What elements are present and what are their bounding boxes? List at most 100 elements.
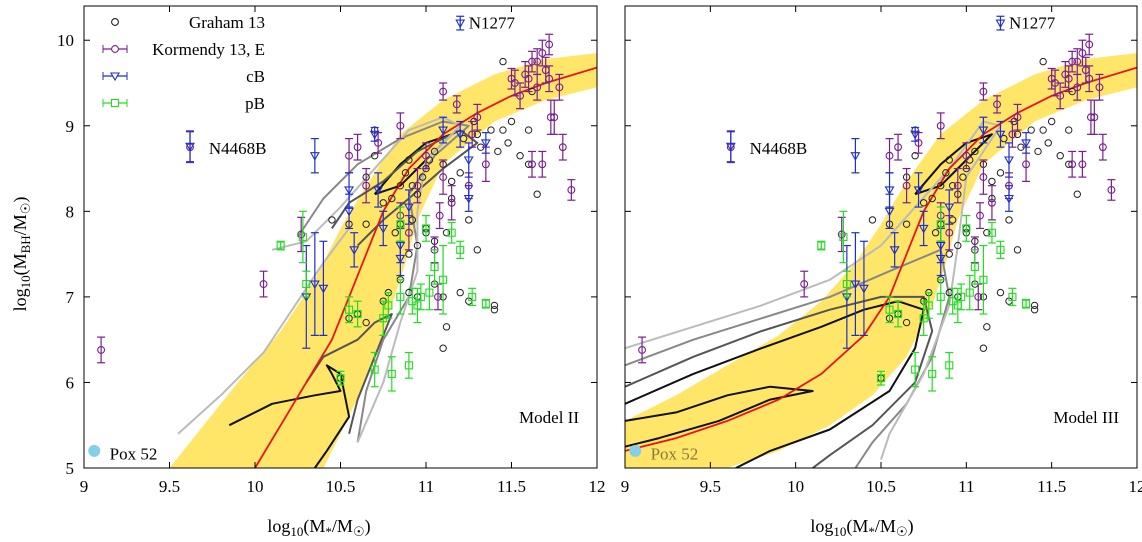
graham-point	[418, 173, 427, 181]
pb-point	[924, 301, 933, 310]
graham-point	[1065, 126, 1073, 134]
graham-point	[371, 152, 379, 160]
annotation-pox-52: Pox 52	[110, 445, 158, 464]
pb-point	[416, 292, 425, 301]
kormendy-point	[1095, 83, 1104, 92]
pb-point	[456, 245, 465, 254]
kormendy-point	[979, 173, 988, 182]
pb-point	[885, 305, 894, 314]
pb-point	[298, 232, 307, 242]
kormendy-point	[1085, 40, 1094, 49]
kormendy-point	[962, 151, 971, 160]
legend-label-0: Graham 13	[189, 13, 265, 32]
cb-point	[480, 139, 491, 148]
graham-point	[447, 177, 456, 186]
cb-point	[309, 152, 320, 161]
pb-point	[817, 241, 826, 250]
density-contour-6	[177, 227, 350, 435]
kormendy-point	[362, 181, 371, 190]
pb-point	[979, 275, 988, 284]
kormendy-point	[1056, 91, 1065, 100]
pb-point	[965, 288, 974, 297]
x-tick-label: 9	[621, 477, 630, 496]
kormendy-point	[1068, 57, 1077, 66]
kormendy-point	[481, 160, 490, 169]
y-tick-label: 9	[66, 117, 75, 136]
kormendy-point	[837, 230, 846, 239]
cb-point	[884, 186, 895, 196]
x-tick-label: 11	[418, 477, 434, 496]
cb-point	[944, 203, 955, 213]
kormendy-point	[434, 292, 442, 301]
pb-point	[842, 280, 851, 289]
scatter-band	[625, 53, 1137, 468]
kormendy-point	[1064, 74, 1073, 83]
pb-point	[948, 297, 957, 306]
graham-point	[405, 156, 413, 164]
kormendy-point	[538, 49, 547, 58]
kormendy-point	[413, 181, 422, 190]
graham-point	[442, 323, 451, 331]
pb-point	[425, 288, 434, 297]
graham-point	[988, 177, 996, 186]
pb-point	[1008, 292, 1017, 301]
kormendy-point	[404, 228, 413, 237]
graham-point	[465, 216, 473, 224]
panel-left: N1277 N4468B Pox 52 9 9.5 10 10.5 11 11.5 12 5 6 7 8 9…	[57, 5, 606, 496]
kormendy-point	[1078, 49, 1087, 58]
pb-point	[1022, 299, 1031, 308]
graham-point	[1039, 126, 1047, 134]
cb-point	[884, 207, 895, 217]
legend-label-2: cB	[246, 67, 265, 86]
cb-point	[889, 246, 900, 255]
kormendy-point	[447, 198, 456, 207]
graham-point	[490, 301, 499, 310]
y-tick-label: 6	[66, 373, 75, 392]
cb-point	[913, 186, 924, 196]
graham-point	[1013, 246, 1022, 254]
graham-point	[911, 152, 919, 160]
kormendy-point	[1022, 160, 1031, 169]
graham-point	[533, 190, 541, 198]
kormendy-point	[894, 143, 903, 152]
kormendy-point	[953, 181, 962, 190]
plot-area	[625, 15, 1137, 468]
pb-point	[945, 361, 954, 370]
graham-point	[362, 220, 370, 228]
kormendy-point	[439, 173, 448, 182]
graham-point	[1039, 57, 1047, 66]
pb-point	[957, 292, 966, 301]
cb-point	[344, 186, 354, 196]
kormendy-point	[452, 100, 461, 109]
pb-point	[911, 365, 920, 374]
kormendy-point	[528, 57, 536, 66]
kormendy-point	[1068, 160, 1077, 169]
graham-point	[945, 250, 953, 258]
pox52-point	[629, 444, 642, 457]
kormendy-point	[353, 143, 362, 152]
kormendy-point	[1085, 74, 1094, 83]
pb-point	[387, 369, 396, 378]
cb-point	[455, 19, 466, 29]
graham-point	[401, 169, 410, 177]
graham-point	[408, 181, 417, 190]
cb-point	[463, 156, 474, 166]
graham-point	[971, 147, 979, 156]
x-tick-label: 12	[1129, 477, 1142, 496]
legend-marker-0	[111, 18, 119, 26]
x-tick-label: 9	[80, 477, 89, 496]
annotation-n4468b: N4468B	[750, 139, 808, 158]
graham-point	[959, 173, 967, 181]
graham-point	[439, 344, 447, 352]
plot-area	[88, 15, 597, 468]
x-axis-label-left: log10(M*/M☉)	[267, 516, 370, 539]
kormendy-point	[538, 160, 547, 169]
graham-point	[524, 126, 533, 134]
graham-point	[948, 181, 957, 190]
cb-point	[369, 130, 380, 140]
pb-point	[447, 228, 456, 237]
graham-point	[1013, 130, 1022, 139]
pb-point	[439, 275, 448, 284]
kormendy-point	[936, 121, 945, 130]
cb-point	[910, 130, 921, 140]
